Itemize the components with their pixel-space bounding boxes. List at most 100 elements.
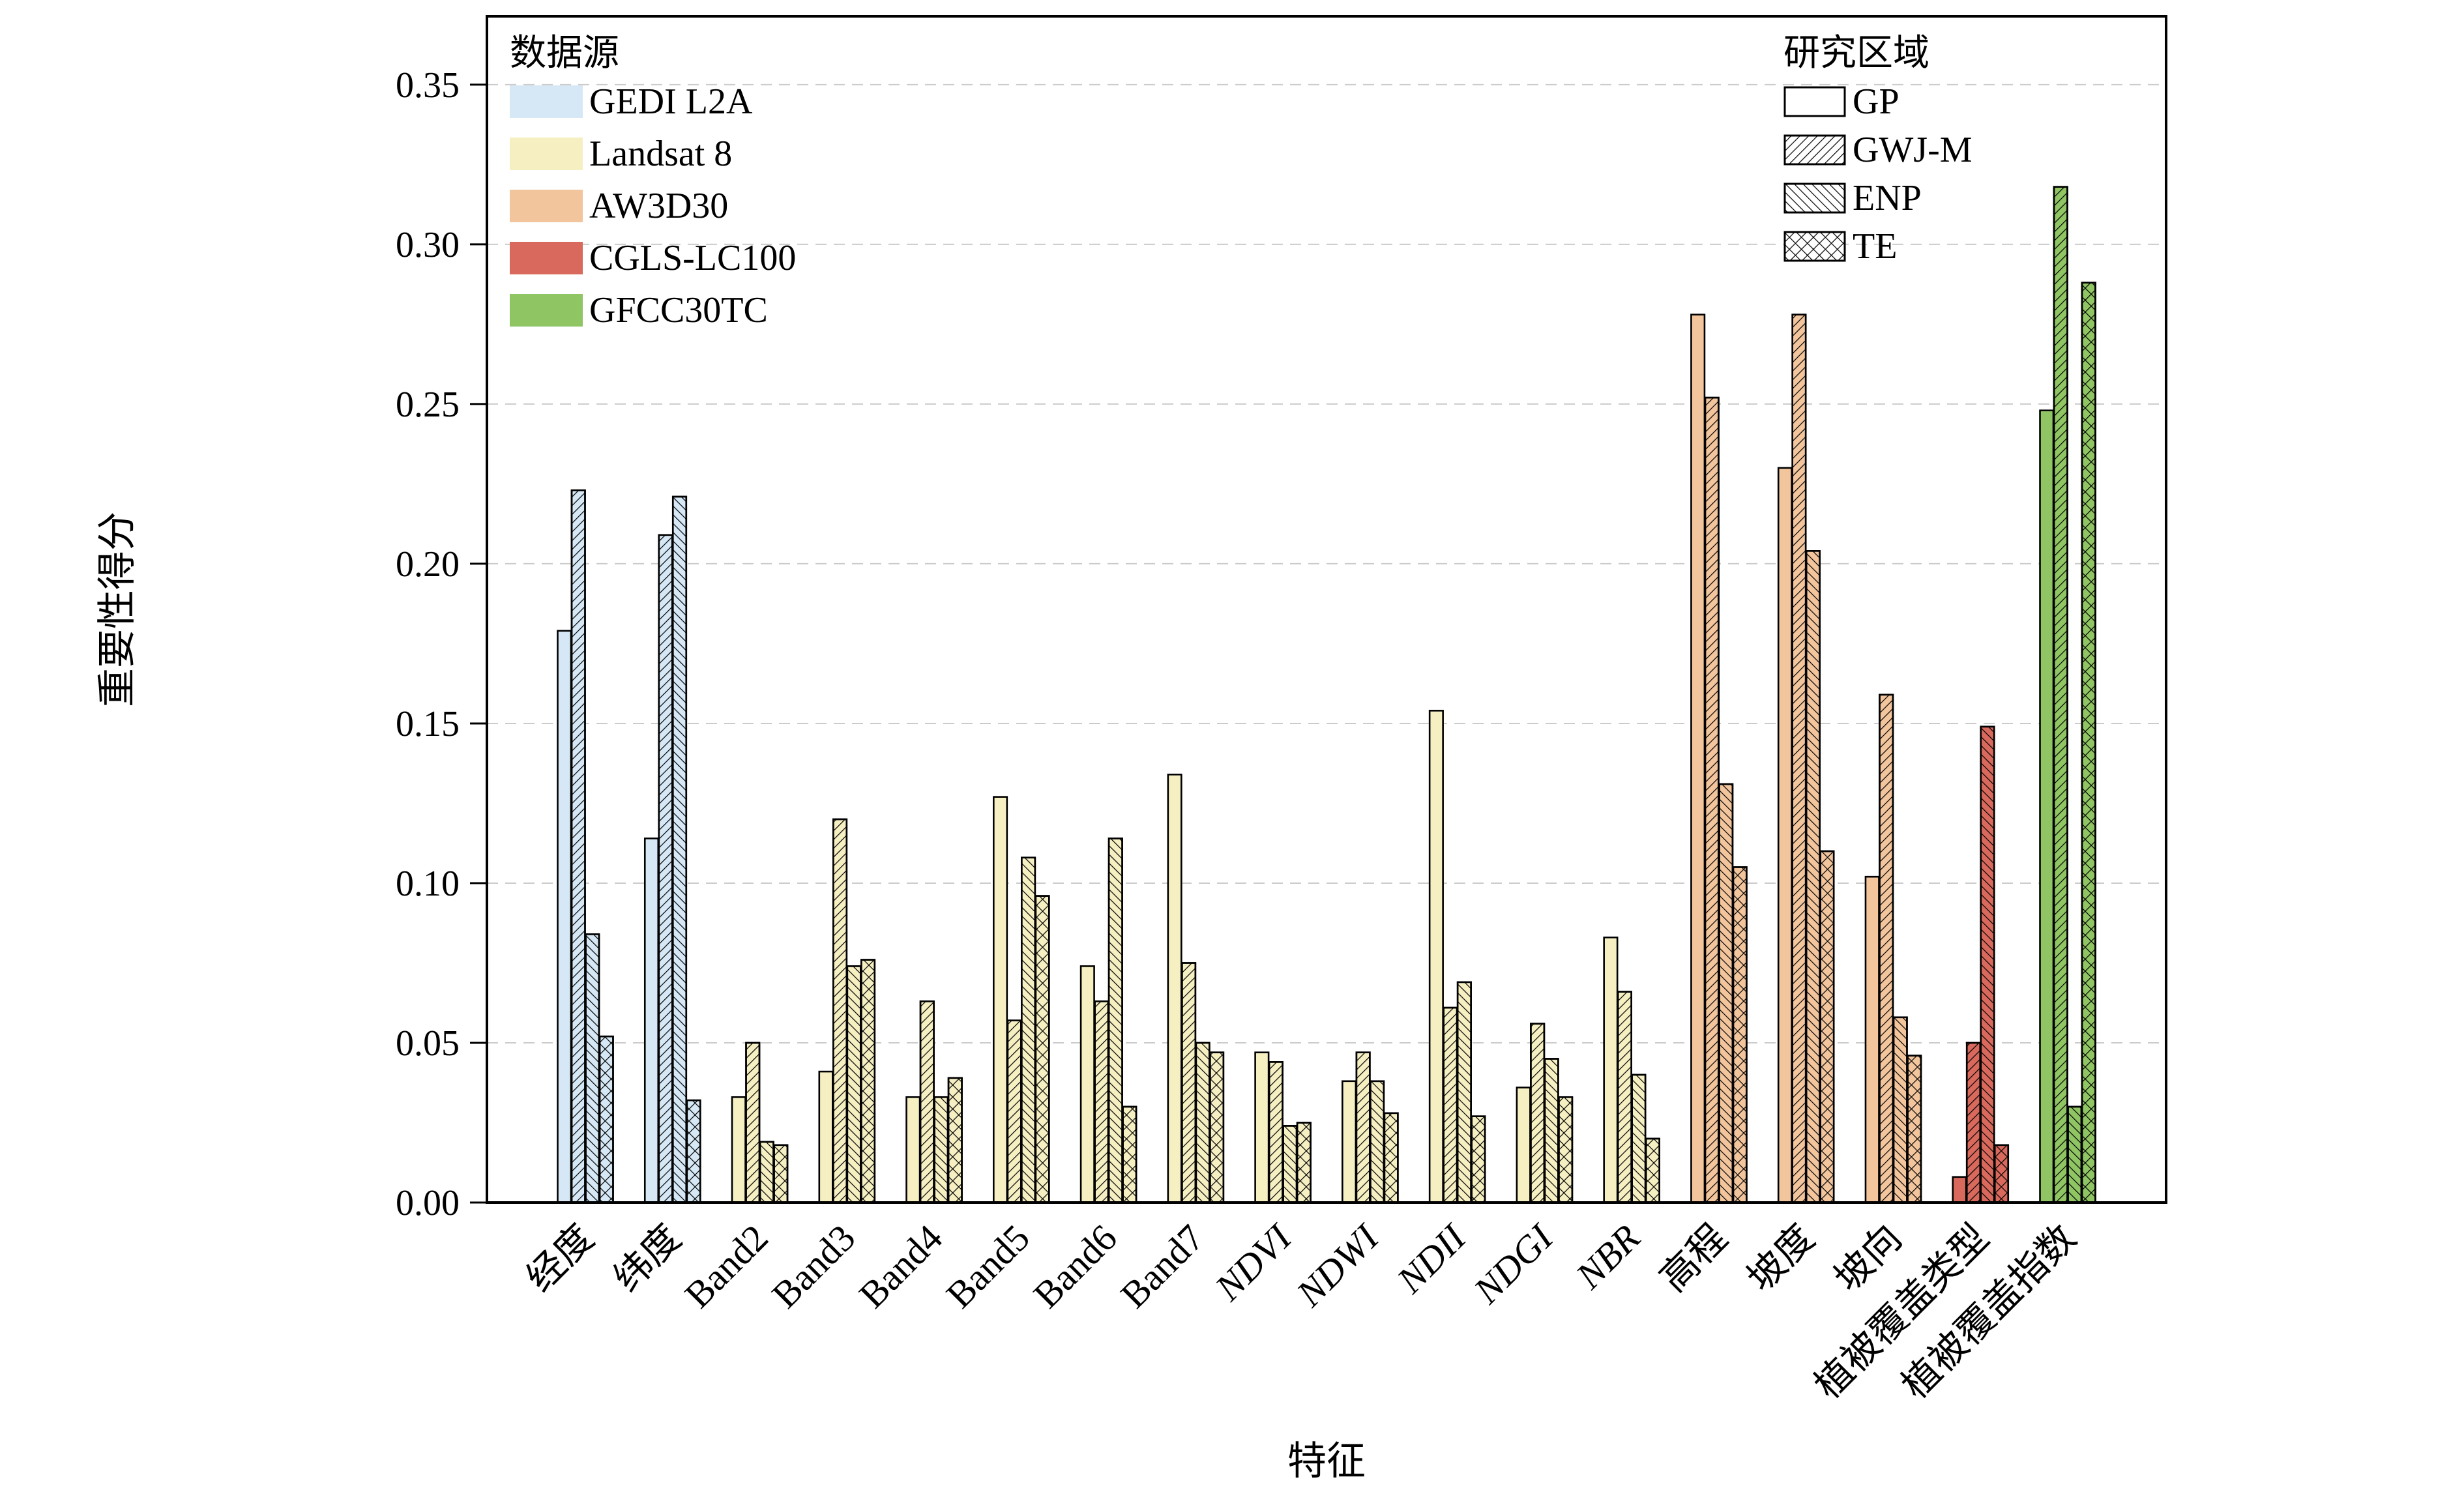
x-tick-label: 坡度 <box>1739 1216 1823 1300</box>
bar-hatch <box>832 818 848 1204</box>
x-tick-label: Band6 <box>1025 1216 1125 1316</box>
bar-group <box>1603 936 1660 1204</box>
bar-group <box>2039 186 2096 1204</box>
bar-hatch <box>2067 1105 2083 1204</box>
legend-item: GWJ-M <box>1783 132 1973 168</box>
bar <box>993 796 1008 1204</box>
bar-hatch <box>1631 1073 1647 1204</box>
bar-hatch <box>1268 1061 1283 1204</box>
legend-label: AW3D30 <box>589 185 729 226</box>
legend-color-swatch <box>510 293 583 327</box>
y-axis-title: 重要性得分 <box>96 512 139 707</box>
bar-hatch <box>1181 962 1197 1204</box>
bar <box>1864 875 1880 1204</box>
bar-hatch <box>846 965 862 1204</box>
bar-hatch <box>745 1042 761 1204</box>
bar-group <box>818 818 876 1204</box>
x-tick-labels: 经度 纬度Band2Band3Band4Band5Band6Band7NDVIND… <box>518 1215 2084 1407</box>
legend-label: GP <box>1853 81 1899 122</box>
bar <box>1516 1087 1531 1204</box>
legend-datasource-items: GEDI L2A Landsat 8 AW3D30 CGLS-LC100 GFCC30T… <box>510 83 796 344</box>
bar <box>643 838 660 1204</box>
bar <box>557 630 572 1204</box>
legend-item: GP <box>1783 83 1973 120</box>
bar-group <box>1254 1051 1312 1204</box>
bar <box>2039 409 2055 1204</box>
x-tick-label: 经度 <box>518 1216 602 1300</box>
bar-group <box>557 489 614 1204</box>
bar-hatch <box>1006 1019 1022 1204</box>
bar-hatch <box>1965 1042 1982 1204</box>
bar <box>1079 965 1095 1204</box>
bar <box>1342 1080 1357 1204</box>
bar-hatch <box>773 1144 789 1204</box>
x-tick-label: NBR <box>1567 1216 1648 1297</box>
legend-color-swatch <box>510 85 583 118</box>
bar-hatch <box>1732 866 1748 1204</box>
bar-group <box>1428 710 1486 1204</box>
bar-hatch <box>1617 991 1632 1204</box>
bar-hatch <box>2081 282 2096 1204</box>
bar-hatch <box>1791 314 1807 1204</box>
legend-label: GFCC30TC <box>589 289 768 330</box>
x-tick-label: NDVI <box>1207 1215 1300 1309</box>
legend-item: CGLS-LC100 <box>510 240 796 276</box>
bar-hatch <box>919 1000 935 1204</box>
bar-hatch <box>1122 1105 1137 1204</box>
bar <box>1952 1176 1967 1204</box>
bar-hatch <box>1645 1137 1660 1204</box>
bar-hatch <box>860 959 876 1204</box>
x-tick-label: Band3 <box>763 1216 863 1316</box>
x-tick-label: NDGI <box>1465 1215 1562 1312</box>
bar-hatch <box>1195 1042 1210 1204</box>
legend-region-title: 研究区域 <box>1783 33 1929 74</box>
x-axis-title: 特征 <box>1287 1440 1366 1483</box>
legend-label: ENP <box>1853 177 1922 218</box>
legend-item: Landsat 8 <box>510 136 796 172</box>
bar-group <box>1516 1023 1574 1204</box>
y-tick-label: 0.20 <box>396 544 460 585</box>
bar-hatch <box>598 1035 614 1204</box>
bar-hatch <box>2053 186 2068 1204</box>
legend-item: GFCC30TC <box>510 292 796 328</box>
legend-item: AW3D30 <box>510 188 796 224</box>
legend-color-swatch <box>510 241 583 274</box>
legend-region-items: GP GWJ-M ENP TE <box>1783 83 1973 276</box>
bar <box>1603 936 1619 1204</box>
bar-hatch <box>1805 550 1821 1204</box>
bar-hatch <box>1034 895 1050 1204</box>
legend-item: ENP <box>1783 180 1973 216</box>
x-tick-label: NDWI <box>1288 1215 1388 1315</box>
bar-hatch <box>1370 1080 1385 1204</box>
plot-frame <box>486 15 2167 1204</box>
y-tick-label: 0.30 <box>396 225 460 265</box>
bar-hatch <box>1907 1055 1922 1204</box>
bar <box>1167 774 1182 1204</box>
legend-label: Landsat 8 <box>589 133 733 174</box>
bar-hatch <box>1892 1016 1908 1204</box>
bar-hatch <box>1471 1115 1486 1204</box>
bar-hatch <box>1704 396 1720 1204</box>
gridlines <box>487 83 2166 1043</box>
bars <box>557 186 2096 1204</box>
y-tick-label: 0.05 <box>396 1023 460 1064</box>
bar-hatch <box>658 534 673 1204</box>
x-tick-label: NDII <box>1388 1215 1475 1302</box>
bar-hatch <box>1296 1122 1312 1204</box>
bar-hatch <box>1544 1058 1559 1204</box>
legend-hatch-swatch <box>1783 86 1846 117</box>
legend-label: CGLS-LC100 <box>589 237 797 278</box>
x-tick-label: Band5 <box>938 1216 1038 1316</box>
y-tick-label: 0.25 <box>396 385 460 425</box>
bar <box>1777 467 1793 1204</box>
bar-group <box>1342 1051 1399 1204</box>
legend-item: TE <box>1783 228 1973 265</box>
bar-group <box>905 1000 963 1204</box>
bar-group <box>1167 774 1225 1204</box>
legend-color-swatch <box>510 137 583 170</box>
legend-datasource: 数据源 GEDI L2A Landsat 8 AW3D30 CGLS-LC100 GFC… <box>510 33 796 344</box>
y-tick-label: 0.10 <box>396 864 460 904</box>
bar-hatch <box>671 495 688 1204</box>
bar <box>1690 314 1706 1204</box>
